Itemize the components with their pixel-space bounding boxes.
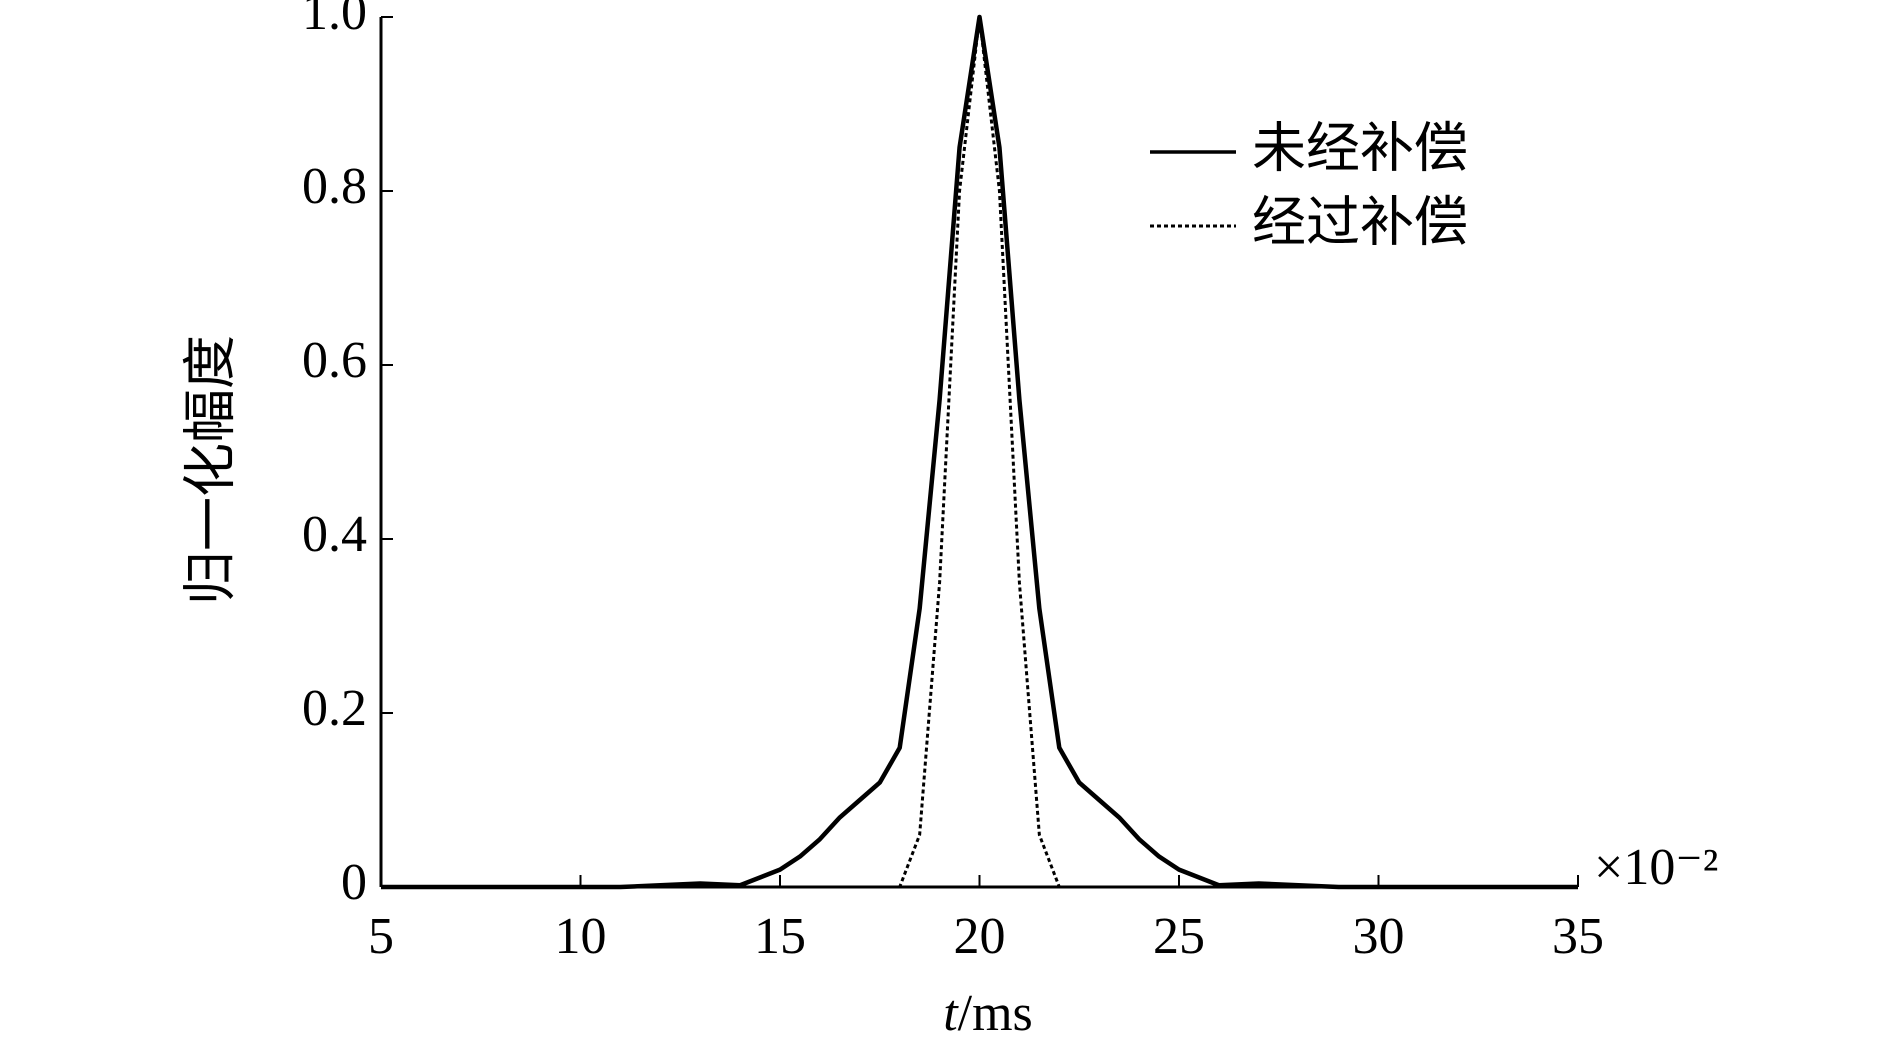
x-tick-label: 30 — [1353, 908, 1405, 965]
series-line — [381, 15, 1578, 889]
legend-label: 经过补偿 — [1252, 191, 1468, 254]
y-tick-label: 0 — [341, 854, 367, 911]
x-tick-label: 5 — [368, 908, 394, 965]
x-tick-label: 20 — [954, 908, 1006, 965]
y-tick-label: 0.6 — [302, 332, 367, 389]
x-axis-label: t/ms — [943, 985, 1033, 1042]
y-tick-label: 0.2 — [302, 680, 367, 737]
x-tick-label: 35 — [1552, 908, 1604, 965]
y-tick-label: 0.4 — [302, 506, 367, 563]
y-tick-label: 1.0 — [302, 0, 367, 41]
legend-label: 未经补偿 — [1252, 117, 1468, 180]
y-axis-label: 归一化幅度 — [179, 335, 242, 605]
x-tick-label: 10 — [555, 908, 607, 965]
x-tick-label: 25 — [1153, 908, 1205, 965]
x-scale-note: ×10⁻² — [1594, 839, 1718, 896]
y-tick-label: 0.8 — [302, 158, 367, 215]
x-tick-label: 15 — [754, 908, 806, 965]
